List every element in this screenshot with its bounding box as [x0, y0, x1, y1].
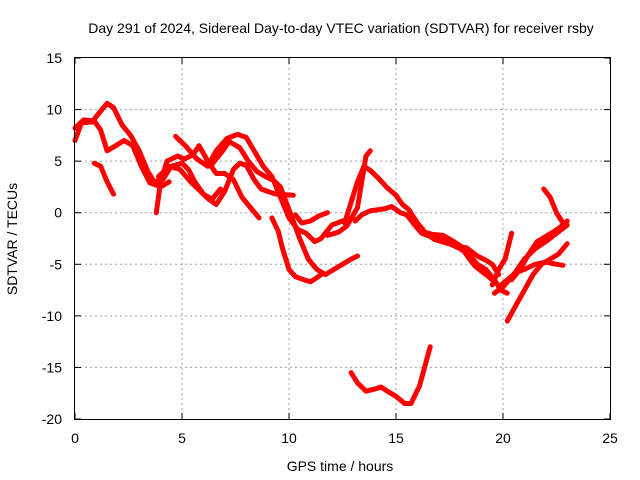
- series-arc-1: [72, 100, 223, 202]
- x-tick-label: 0: [71, 430, 79, 446]
- y-tick-label: -15: [42, 359, 62, 375]
- y-tick-label: -20: [42, 411, 62, 427]
- series-arc-7: [209, 139, 360, 278]
- y-ticks: -20 -15 -10 -5 0 5 10 15: [42, 50, 610, 427]
- x-tick-label: 10: [281, 430, 297, 446]
- x-tick-label: 25: [602, 430, 618, 446]
- series-arc-8: [269, 215, 324, 285]
- series-arc-10: [325, 148, 373, 238]
- series-arc-20: [541, 186, 566, 226]
- x-tick-label: 15: [388, 430, 404, 446]
- series-arc-16: [504, 241, 570, 324]
- x-tick-label: 20: [495, 430, 511, 446]
- y-tick-label: -5: [50, 256, 63, 272]
- series-arc-9: [292, 210, 330, 226]
- plot-frame: [74, 57, 611, 420]
- series-arc-11: [342, 163, 502, 278]
- x-ticks: 0 5 10 15 20 25: [71, 58, 618, 446]
- series-arc-5: [156, 160, 296, 207]
- series-arc-4: [153, 143, 262, 221]
- data-series: [72, 100, 570, 406]
- y-tick-label: 15: [46, 50, 62, 66]
- series-arc-15: [489, 230, 515, 288]
- y-tick-label: -10: [42, 308, 62, 324]
- series-arc-13: [419, 228, 495, 283]
- x-axis-label: GPS time / hours: [287, 458, 394, 474]
- gridlines: [75, 58, 610, 419]
- series-arc-12: [352, 204, 510, 296]
- y-axis-label: SDTVAR / TECUs: [4, 183, 20, 295]
- series-arc-2: [72, 117, 172, 190]
- series-arc-14: [348, 344, 433, 406]
- y-tick-label: 10: [46, 102, 62, 118]
- series-arc-6: [173, 131, 356, 245]
- y-tick-label: 0: [54, 205, 62, 221]
- series-arc-3: [91, 160, 116, 197]
- x-tick-label: 5: [178, 430, 186, 446]
- chart-title: Day 291 of 2024, Sidereal Day-to-day VTE…: [88, 20, 594, 36]
- y-tick-label: 5: [54, 153, 62, 169]
- series-arc-19: [491, 222, 570, 296]
